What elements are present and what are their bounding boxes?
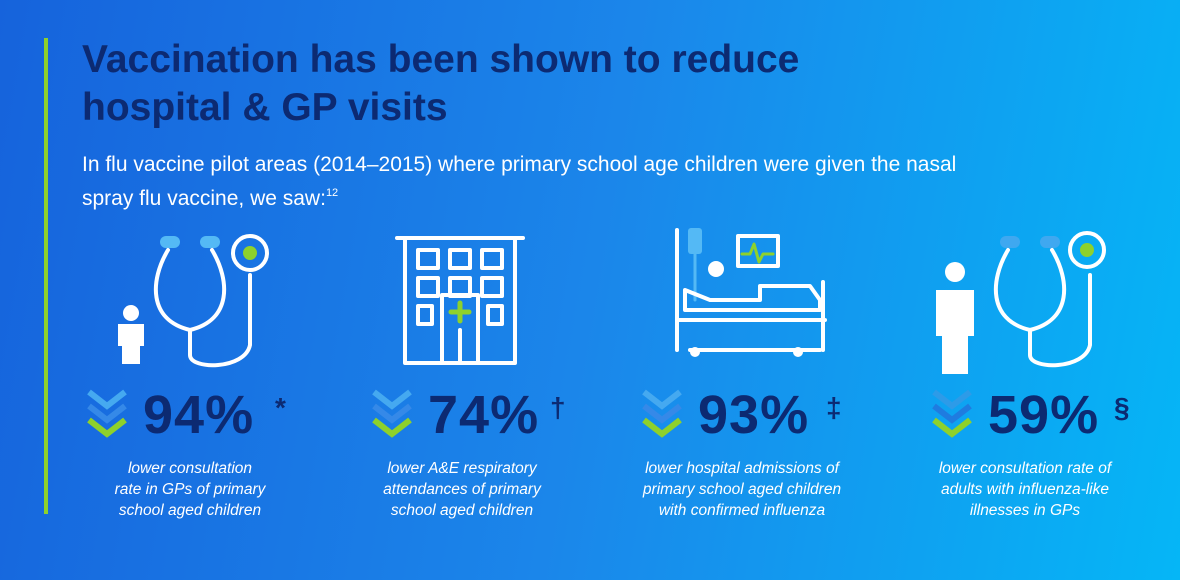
stat-value: 74%	[428, 385, 540, 445]
footnote-mark: †	[550, 392, 566, 423]
icon-hospital-bed	[675, 228, 827, 357]
stat-value: 93%	[698, 385, 810, 445]
description-line: with confirmed influenza	[658, 502, 826, 519]
chevrons	[932, 389, 972, 438]
footnote-mark: *	[275, 392, 286, 423]
title: Vaccination has been shown to reduce hos…	[82, 38, 800, 129]
icon-child-stethoscope	[118, 234, 269, 368]
footnote-mark: §	[1114, 392, 1130, 423]
accent-bar	[44, 38, 48, 514]
stat-description: lower A&E respiratory attendances of pri…	[312, 458, 612, 521]
description-line: school aged children	[118, 502, 262, 519]
stat-value: 94%	[143, 385, 255, 445]
subtitle: In flu vaccine pilot areas (2014–2015) w…	[82, 150, 1012, 213]
description-line: illnesses in GPs	[969, 502, 1081, 519]
subtitle-text: In flu vaccine pilot areas (2014–2015) w…	[82, 153, 957, 210]
stat-value: 59%	[988, 385, 1100, 445]
description-line: primary school aged children	[642, 481, 842, 498]
description-line: lower consultation rate of	[938, 460, 1112, 477]
description-line: lower A&E respiratory	[387, 460, 537, 477]
description-line: lower consultation	[127, 460, 253, 477]
icon-hospital	[395, 236, 525, 365]
description-line: lower hospital admissions of	[645, 460, 839, 477]
stat-description: lower hospital admissions of primary sch…	[592, 458, 892, 521]
icon-adult-stethoscope	[936, 231, 1106, 374]
chevrons	[642, 389, 682, 438]
footnote-mark: ‡	[826, 392, 842, 423]
description-line: adults with influenza-like	[940, 481, 1109, 498]
footnote-ref: 12	[325, 187, 339, 199]
chevrons	[87, 389, 127, 438]
description-line: attendances of primary	[383, 481, 541, 498]
stat-description: lower consultation rate of adults with i…	[875, 458, 1175, 521]
description-line: rate in GPs of primary	[114, 481, 266, 498]
chevrons	[372, 389, 412, 438]
stat-description: lower consultation rate in GPs of primar…	[40, 458, 340, 521]
description-line: school aged children	[390, 502, 534, 519]
